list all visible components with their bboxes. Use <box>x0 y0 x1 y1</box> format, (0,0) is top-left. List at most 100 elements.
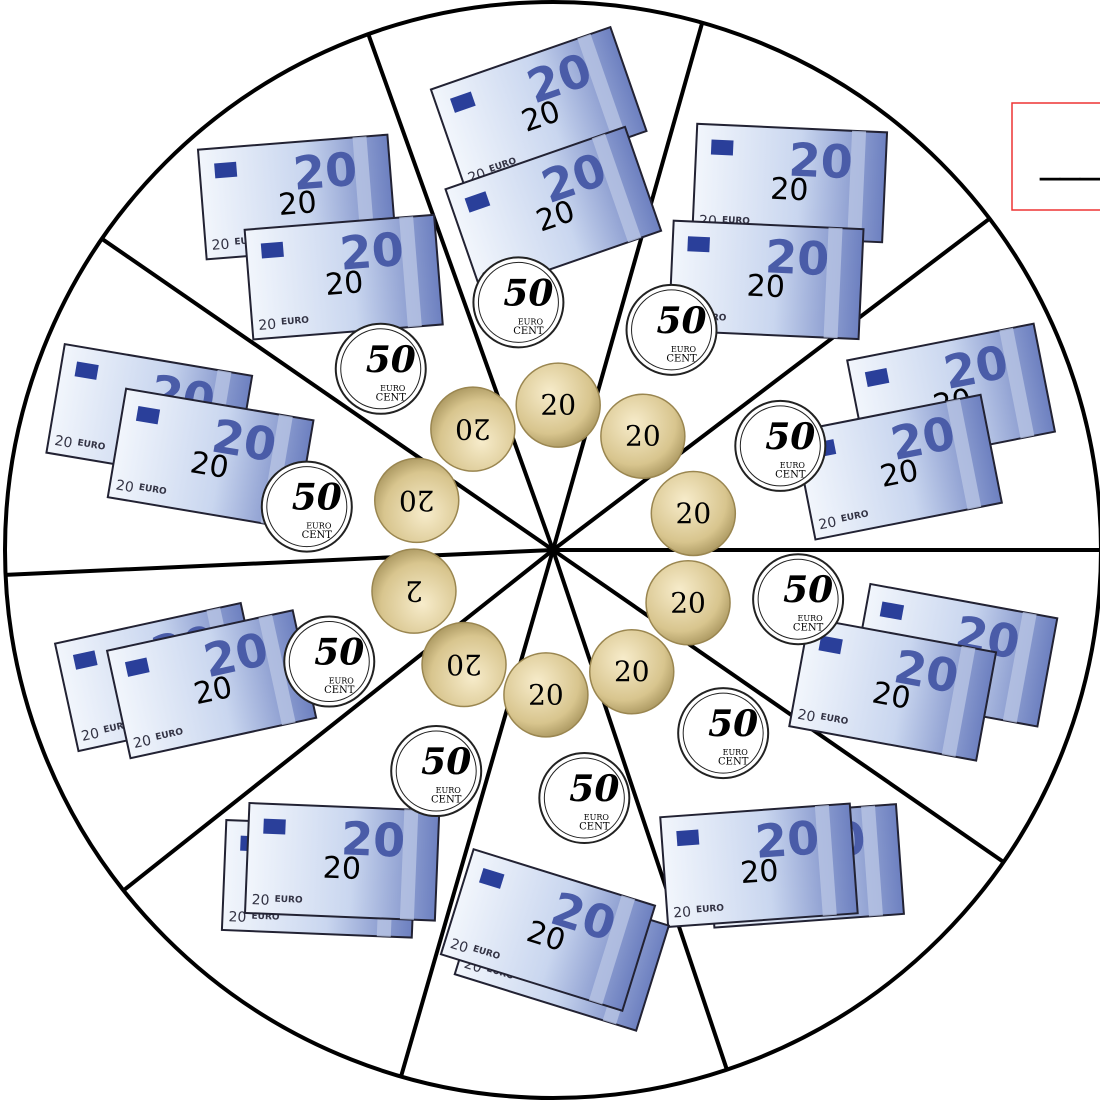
coin-value: 50 <box>421 741 471 783</box>
note-paper <box>792 393 1004 541</box>
note-flag <box>260 241 284 259</box>
note-denomination: 20 <box>753 810 821 868</box>
note-paper <box>788 616 998 762</box>
coin-unit: EURO <box>306 522 332 531</box>
note-overlay: 20 <box>324 265 365 303</box>
note-corner-value: 20 <box>796 707 816 726</box>
coin-face <box>430 386 516 472</box>
note-overlay: 20 <box>877 453 921 495</box>
coin-value: 50 <box>503 272 553 314</box>
answer-blank: ___ <box>1039 135 1100 181</box>
coin-20-cent: 20 <box>421 621 507 708</box>
note-overlay: 20 <box>869 676 913 717</box>
coin-face <box>371 548 457 634</box>
coin-face <box>472 256 565 349</box>
note-flag <box>864 368 890 387</box>
coin-unit: EURO <box>723 748 749 757</box>
coin-value: 20 <box>528 678 564 711</box>
note-strip <box>861 805 883 917</box>
coin-unit: EURO <box>380 384 406 393</box>
coin-face <box>650 470 737 557</box>
coin-20-cent: 2 <box>371 548 457 634</box>
note-denomination: 20 <box>338 222 406 281</box>
note-currency: EURO <box>722 216 751 227</box>
coin-unit: CENT <box>718 757 749 768</box>
note-flag <box>72 650 98 670</box>
coin-face <box>645 560 731 646</box>
coin-unit: EURO <box>584 813 610 822</box>
note-currency: EURO <box>77 438 107 453</box>
coin-unit: CENT <box>666 353 697 364</box>
note-currency: EURO <box>138 483 168 498</box>
coin-face <box>515 362 601 448</box>
coin-value: 50 <box>569 768 619 810</box>
coin-value: 20 <box>614 655 650 688</box>
coin-unit: EURO <box>518 317 544 326</box>
coin-face <box>260 460 353 553</box>
coin-face <box>503 652 589 738</box>
note-overlay: 20 <box>188 445 231 486</box>
coin-value: 50 <box>783 569 833 611</box>
sector-divider <box>551 549 729 1071</box>
coin-rim <box>477 261 559 343</box>
coin-unit: EURO <box>329 677 355 686</box>
coin-rim <box>340 328 422 410</box>
coin-face <box>283 615 376 708</box>
note-flag <box>710 139 734 156</box>
coin-value: 2 <box>405 575 423 608</box>
coin-unit: EURO <box>436 786 462 795</box>
note-flag <box>124 657 150 677</box>
coin-value: 20 <box>446 648 482 681</box>
note-currency: EURO <box>274 895 303 906</box>
coin-unit: CENT <box>579 822 610 833</box>
sector-divider <box>551 548 1005 864</box>
note-denomination: 20 <box>764 229 830 286</box>
note-corner-value: 20 <box>80 725 101 744</box>
coin-unit: EURO <box>780 461 806 470</box>
note-strip <box>999 327 1035 439</box>
note-denomination: 20 <box>291 142 359 201</box>
coin-value: 20 <box>670 586 706 619</box>
note-strip <box>399 809 419 920</box>
coin-face <box>752 553 845 646</box>
coin-unit: CENT <box>793 623 824 634</box>
note-strip <box>591 133 642 243</box>
coin-unit: CENT <box>376 392 407 403</box>
note-strip <box>847 130 867 242</box>
sector-divider <box>551 22 705 551</box>
note-flag <box>479 868 505 889</box>
coin-value: 50 <box>292 477 342 519</box>
note-strip <box>946 398 982 510</box>
coin-value: 20 <box>625 420 661 453</box>
coin-unit: CENT <box>324 685 355 696</box>
note-overlay: 20 <box>739 853 780 891</box>
answer-box <box>1011 102 1100 211</box>
note-overlay: 20 <box>746 269 786 306</box>
note-denomination: 20 <box>340 811 406 868</box>
note-overlay: 20 <box>322 851 362 888</box>
sector-divider <box>100 237 555 552</box>
note-flag <box>818 635 843 655</box>
note-currency: EURO <box>696 903 725 915</box>
note-denomination: 20 <box>939 334 1012 399</box>
note-strip <box>1002 611 1037 723</box>
coin-value: 20 <box>675 497 711 530</box>
note-flag <box>687 236 710 253</box>
sector-divider <box>5 548 554 577</box>
note-overlay: 20 <box>277 185 318 223</box>
coin-unit: CENT <box>302 530 333 541</box>
note-denomination: 20 <box>886 406 959 471</box>
coin-value: 50 <box>314 632 364 674</box>
note-corner-value: 20 <box>132 733 153 752</box>
